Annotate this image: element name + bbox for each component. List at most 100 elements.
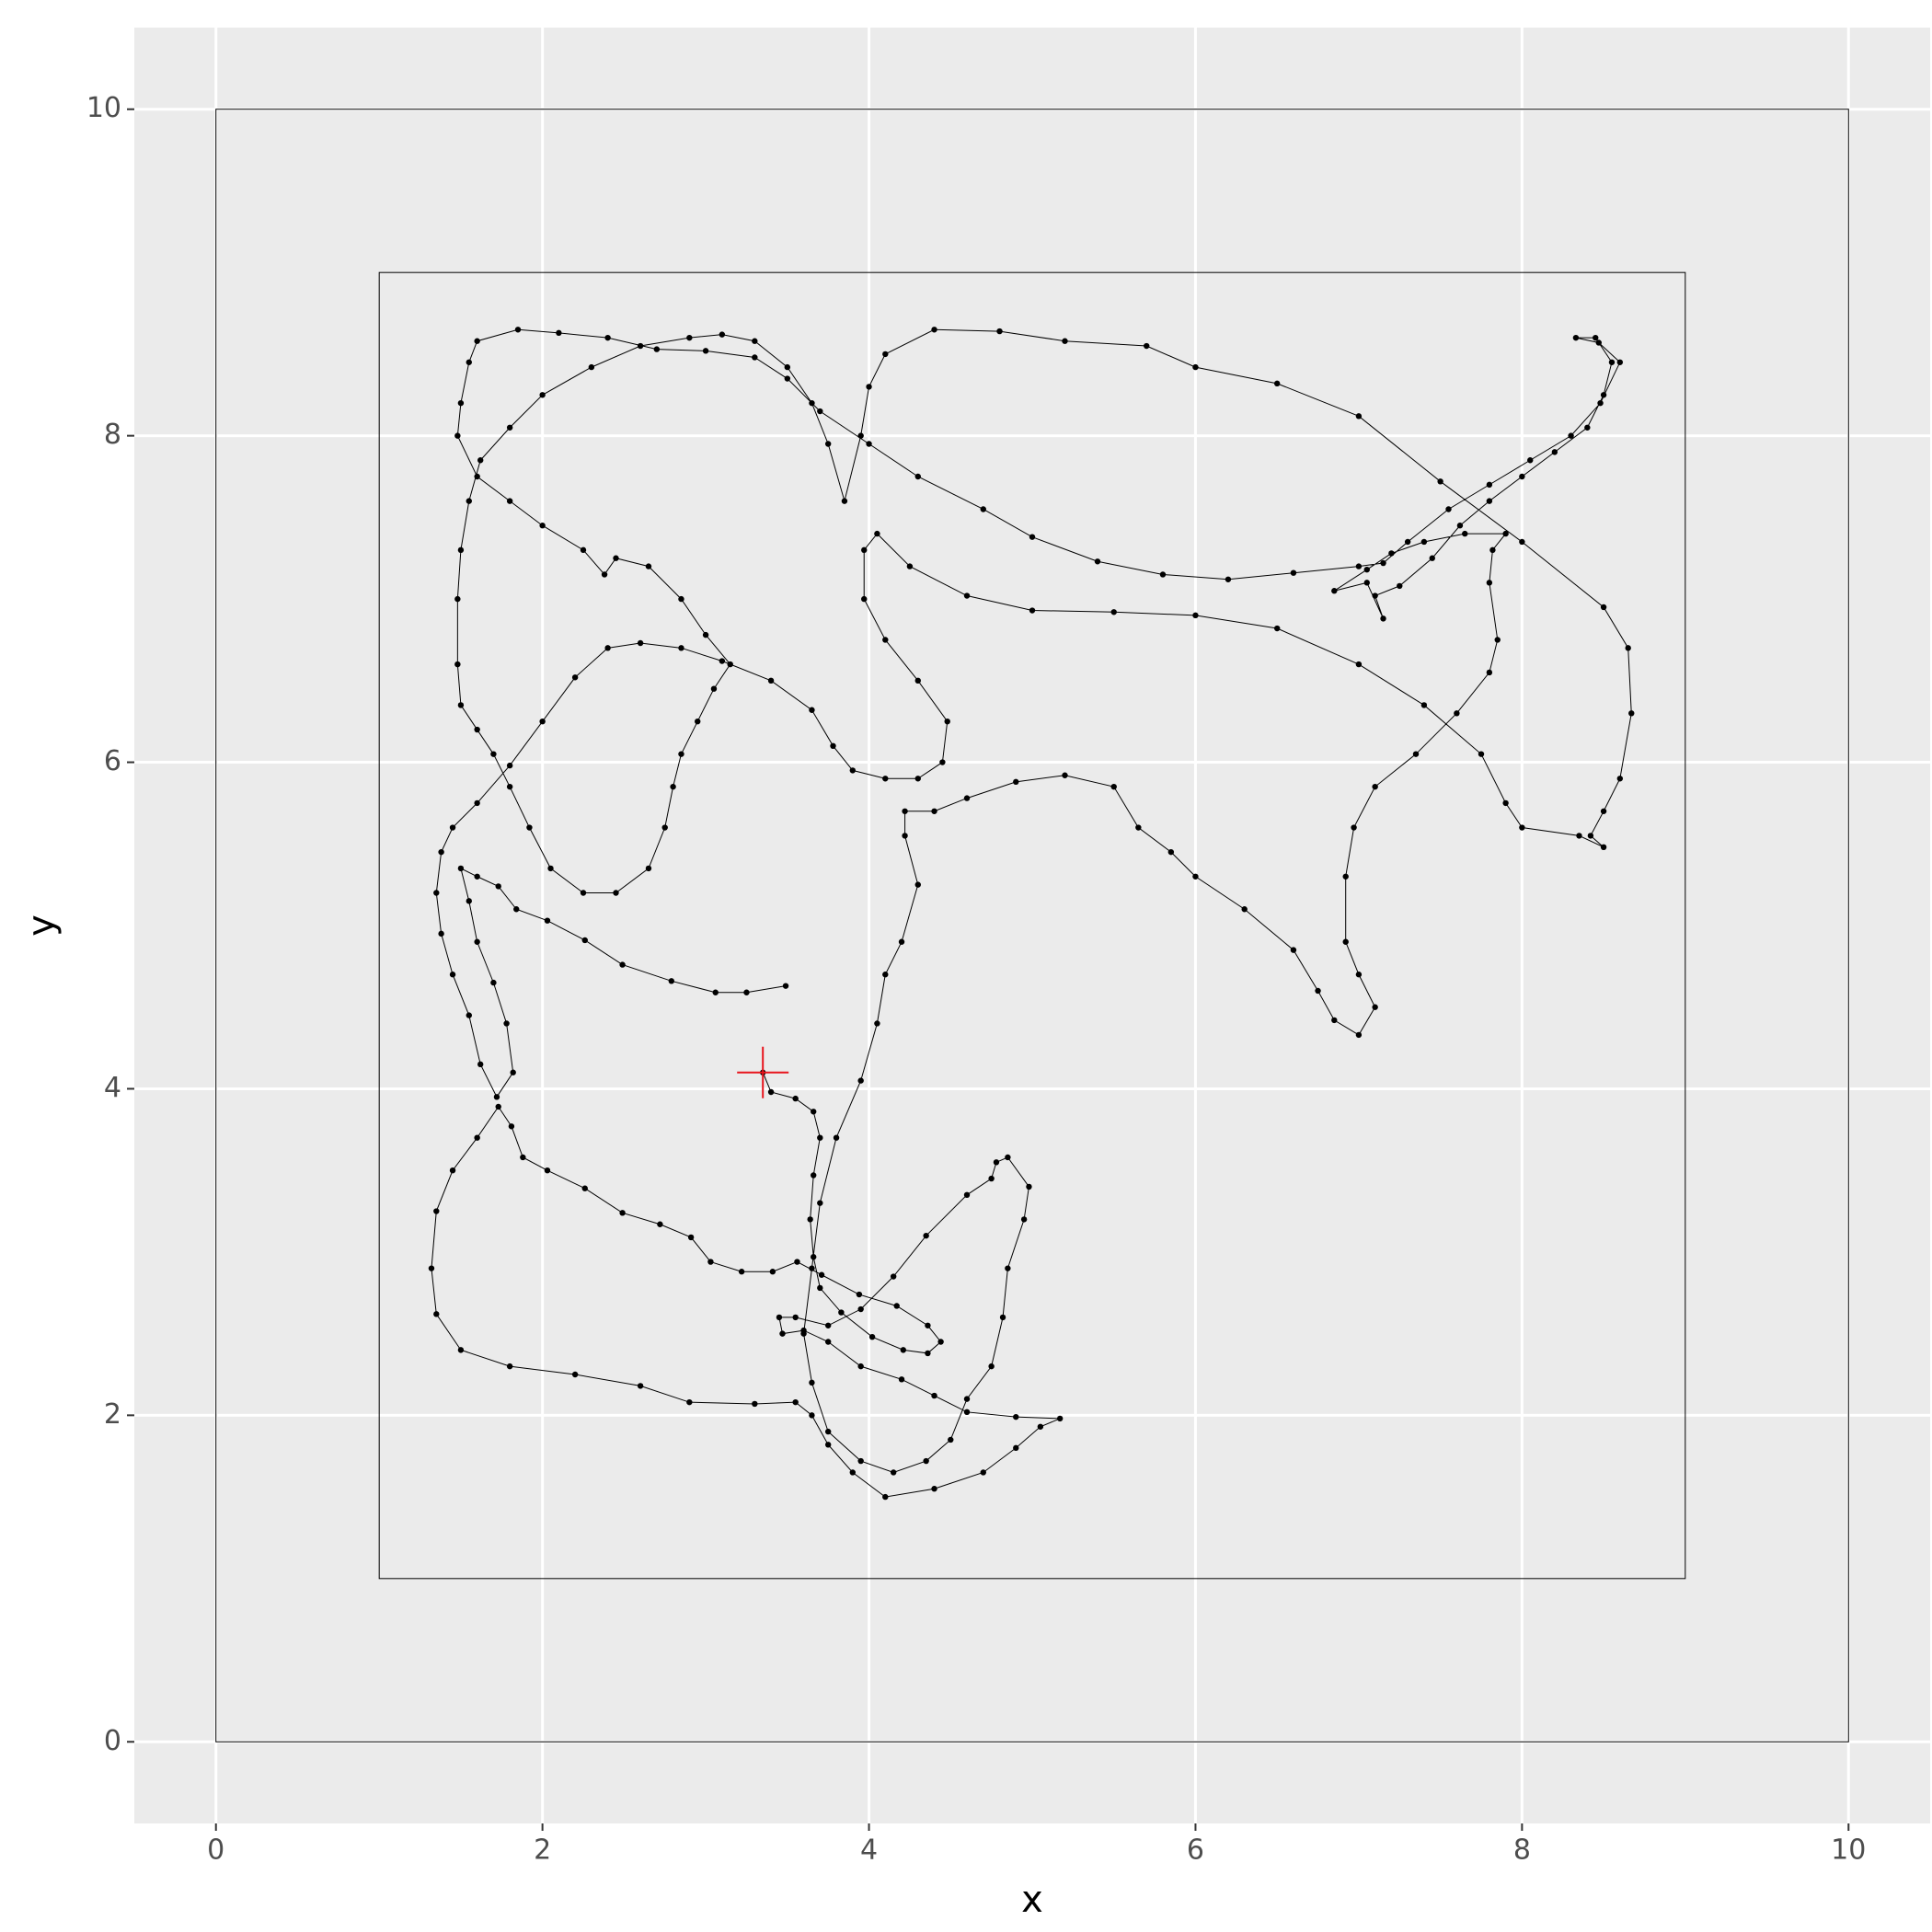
- trajectory-point: [433, 1208, 440, 1214]
- trajectory-point: [637, 1383, 644, 1389]
- trajectory-point: [963, 1409, 971, 1416]
- axes: 0 2 4 6 8 10 0 2 4 6 8 10: [86, 92, 1867, 1866]
- trajectory-point: [769, 1269, 776, 1275]
- trajectory-point: [457, 702, 465, 708]
- trajectory-point: [1454, 710, 1460, 717]
- trajectory-point: [1355, 972, 1363, 978]
- trajectory-point: [906, 563, 914, 569]
- trajectory-point: [817, 408, 823, 415]
- trajectory-point: [1478, 751, 1485, 757]
- trajectory-point: [438, 848, 444, 856]
- trajectory-point: [874, 530, 880, 537]
- trajectory-point: [588, 363, 595, 371]
- trajectory-point: [890, 1273, 897, 1280]
- trajectory-point: [1625, 645, 1631, 651]
- y-axis-title: y: [20, 914, 63, 937]
- trajectory-point: [1420, 538, 1428, 546]
- x-tick-label: 10: [1831, 1834, 1866, 1867]
- trajectory-point: [449, 972, 456, 978]
- trajectory-point: [1429, 555, 1435, 561]
- trajectory-point: [1576, 833, 1582, 839]
- trajectory-point: [495, 1103, 501, 1110]
- trajectory-point: [767, 677, 775, 684]
- trajectory-point: [738, 1269, 745, 1275]
- trajectory-point: [1159, 571, 1167, 578]
- trajectory-point: [428, 1265, 435, 1271]
- trajectory-point: [619, 1210, 626, 1216]
- trajectory-point: [980, 1469, 986, 1476]
- trajectory-point: [1192, 612, 1199, 619]
- trajectory-point: [925, 1350, 931, 1357]
- trajectory-point: [490, 751, 497, 757]
- trajectory-point: [1486, 580, 1493, 586]
- trajectory-point: [466, 498, 472, 504]
- trajectory-point: [687, 1234, 695, 1241]
- trajectory-point: [1192, 363, 1199, 371]
- trajectory-point: [581, 1185, 588, 1191]
- trajectory-point: [449, 1167, 456, 1174]
- trajectory-point: [792, 1314, 799, 1321]
- trajectory-point: [433, 890, 440, 896]
- trajectory-point: [923, 1457, 929, 1465]
- trajectory-point: [1363, 566, 1370, 573]
- trajectory-point: [857, 1457, 864, 1465]
- trajectory-point: [776, 1314, 783, 1321]
- trajectory-point: [506, 498, 513, 504]
- trajectory-point: [1342, 873, 1349, 880]
- trajectory-point: [1331, 1017, 1338, 1024]
- trajectory-point: [767, 1088, 775, 1096]
- trajectory-point: [454, 595, 461, 603]
- trajectory-point: [849, 767, 856, 774]
- trajectory-point: [477, 1061, 484, 1068]
- trajectory-point: [1420, 702, 1428, 708]
- trajectory-point: [1486, 481, 1493, 489]
- trajectory-point: [948, 1436, 954, 1443]
- trajectory-point: [474, 938, 480, 945]
- trajectory-point: [645, 865, 652, 872]
- trajectory-point: [457, 399, 465, 407]
- trajectory-point: [466, 359, 472, 365]
- trajectory-point: [817, 1284, 823, 1292]
- trajectory-point: [1502, 799, 1509, 807]
- trajectory-point: [1355, 413, 1363, 420]
- trajectory-point: [1056, 1415, 1064, 1422]
- trajectory-point: [454, 432, 461, 439]
- trajectory-point: [988, 1175, 995, 1182]
- trajectory-point: [944, 718, 950, 725]
- trajectory-point: [1013, 1444, 1019, 1452]
- trajectory-point: [466, 898, 472, 904]
- trajectory-point: [849, 1469, 856, 1476]
- trajectory-point: [882, 637, 889, 643]
- trajectory-point: [963, 795, 971, 801]
- trajectory-point: [925, 1322, 931, 1328]
- trajectory-point: [856, 1291, 863, 1298]
- trajectory-point: [1351, 824, 1357, 831]
- trajectory-point: [1584, 424, 1591, 431]
- trajectory-point: [1568, 432, 1574, 439]
- trajectory-point: [1144, 342, 1150, 350]
- trajectory-point: [604, 645, 611, 651]
- trajectory-point: [1290, 947, 1297, 953]
- trajectory-point: [490, 979, 497, 986]
- trajectory-point: [893, 1303, 900, 1309]
- y-tick-label: 4: [104, 1072, 121, 1104]
- trajectory-point: [668, 978, 675, 984]
- trajectory-point: [678, 751, 684, 757]
- trajectory-point: [503, 1020, 510, 1027]
- trajectory-point: [1519, 538, 1525, 546]
- trajectory-point: [914, 776, 921, 782]
- trajectory-point: [1388, 550, 1395, 557]
- trajectory-point: [811, 1254, 817, 1260]
- trajectory-point: [963, 592, 971, 599]
- trajectory-point: [779, 1330, 786, 1337]
- trajectory-point: [604, 334, 611, 341]
- trajectory-point: [727, 661, 733, 668]
- trajectory-point: [988, 1363, 995, 1370]
- trajectory-point: [980, 506, 986, 512]
- trajectory-point: [999, 1314, 1006, 1321]
- x-tick-label: 8: [1513, 1834, 1531, 1867]
- y-tick-label: 2: [104, 1398, 121, 1431]
- trajectory-point: [1608, 359, 1616, 365]
- trajectory-point: [1273, 625, 1281, 632]
- trajectory-point: [866, 441, 872, 447]
